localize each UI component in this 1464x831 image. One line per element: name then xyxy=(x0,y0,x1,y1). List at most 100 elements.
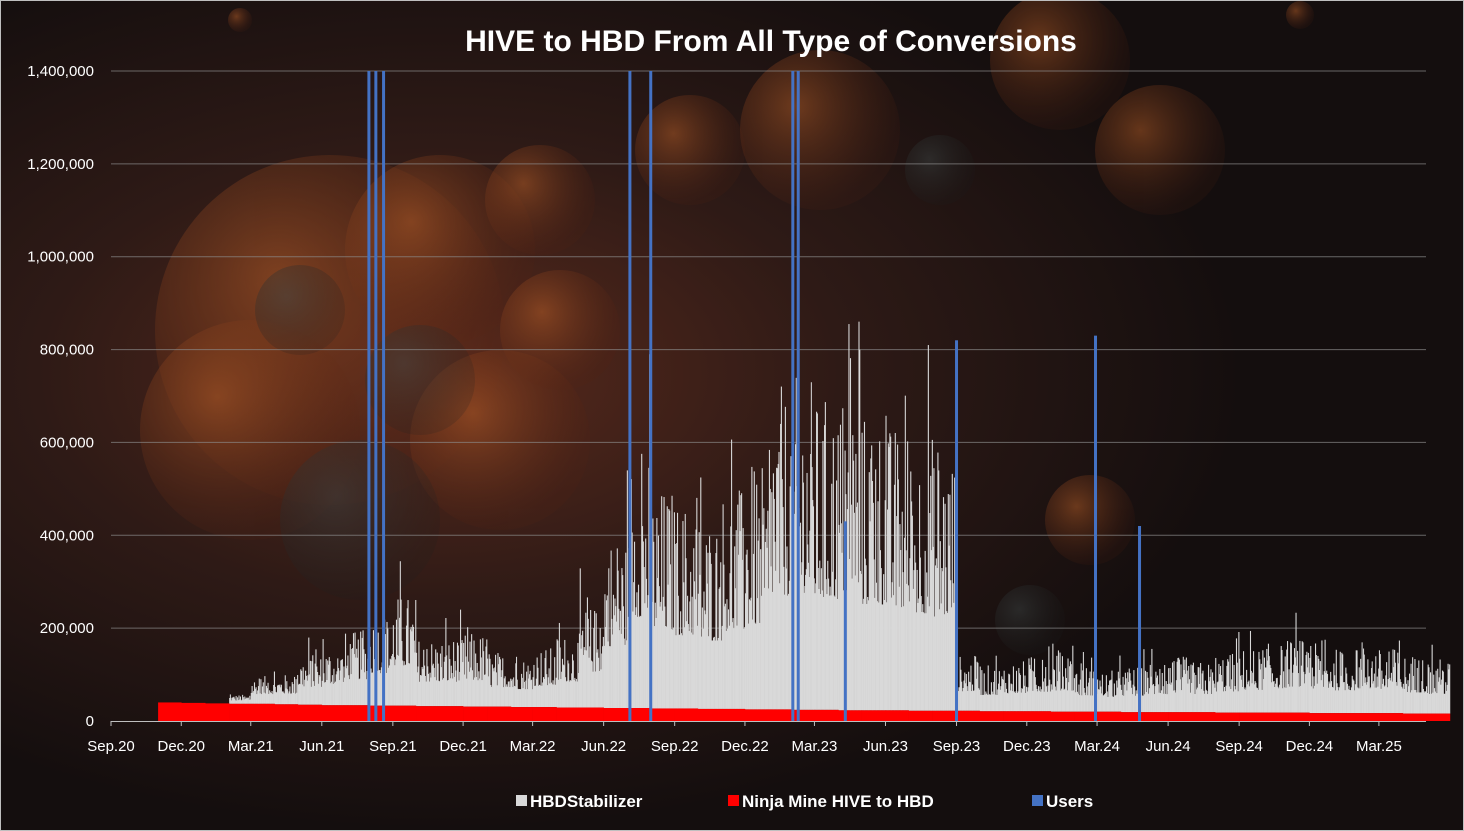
bar-hbdstabilizer xyxy=(623,638,625,708)
bar-hbdstabilizer xyxy=(925,613,927,711)
bar-hbdstabilizer xyxy=(1340,675,1342,714)
bar-hbdstabilizer xyxy=(594,610,596,708)
bar-hbdstabilizer xyxy=(1268,656,1270,713)
bar-hbdstabilizer xyxy=(476,662,478,707)
bar-hbdstabilizer xyxy=(1118,678,1120,712)
bar-hbdstabilizer xyxy=(566,680,568,708)
bar-hbdstabilizer xyxy=(779,583,781,710)
bar-hbdstabilizer xyxy=(765,528,767,710)
bar-hbdstabilizer xyxy=(563,665,565,708)
bar-hbdstabilizer xyxy=(1366,682,1368,714)
bar-hbdstabilizer xyxy=(237,697,239,704)
bar-hbdstabilizer xyxy=(856,502,858,711)
bar-ninja-mine xyxy=(674,708,699,721)
bar-hbdstabilizer xyxy=(826,594,828,710)
bar-hbdstabilizer xyxy=(1432,692,1434,714)
bar-hbdstabilizer xyxy=(772,473,774,710)
bar-hbdstabilizer xyxy=(268,693,270,704)
bar-hbdstabilizer xyxy=(729,573,731,709)
bar-hbdstabilizer xyxy=(911,501,913,711)
bar-hbdstabilizer xyxy=(583,647,585,708)
bar-hbdstabilizer xyxy=(939,541,941,711)
bar-hbdstabilizer xyxy=(294,676,296,705)
bar-hbdstabilizer xyxy=(1427,664,1429,714)
bar-hbdstabilizer xyxy=(528,678,530,708)
bar-hbdstabilizer xyxy=(645,538,647,708)
bar-hbdstabilizer xyxy=(834,596,836,710)
bar-hbdstabilizer xyxy=(1319,661,1321,714)
bar-hbdstabilizer xyxy=(904,537,906,711)
bar-hbdstabilizer xyxy=(946,611,948,711)
bar-hbdstabilizer xyxy=(908,601,910,711)
bar-ninja-mine xyxy=(579,707,604,721)
bar-hbdstabilizer xyxy=(428,681,430,707)
bar-hbdstabilizer xyxy=(1185,657,1187,713)
bar-hbdstabilizer xyxy=(1206,690,1208,713)
bar-hbdstabilizer xyxy=(612,594,614,708)
bar-hbdstabilizer xyxy=(1445,682,1447,714)
bar-hbdstabilizer xyxy=(1053,669,1055,712)
bar-hbdstabilizer xyxy=(366,670,368,706)
bar-hbdstabilizer xyxy=(448,645,450,707)
bar-hbdstabilizer xyxy=(1334,690,1337,714)
bar-hbdstabilizer xyxy=(1061,688,1063,712)
bar-hbdstabilizer xyxy=(505,686,507,707)
bar-hbdstabilizer xyxy=(736,625,738,709)
bar-hbdstabilizer xyxy=(278,685,280,705)
bar-hbdstabilizer xyxy=(1182,677,1184,713)
bar-hbdstabilizer xyxy=(531,689,533,708)
bar-ninja-mine xyxy=(158,702,182,721)
bar-hbdstabilizer xyxy=(1023,685,1025,712)
bar-ninja-mine xyxy=(956,710,980,721)
bar-hbdstabilizer xyxy=(1181,690,1183,713)
bar-hbdstabilizer xyxy=(910,471,912,711)
bar-hbdstabilizer xyxy=(1403,688,1405,714)
bar-hbdstabilizer xyxy=(257,690,259,704)
bar-hbdstabilizer xyxy=(1243,651,1245,713)
bar-hbdstabilizer xyxy=(697,593,699,709)
bar-hbdstabilizer xyxy=(417,666,419,707)
bar-hbdstabilizer xyxy=(1304,683,1306,713)
bar-hbdstabilizer xyxy=(323,673,325,706)
bar-hbdstabilizer xyxy=(1040,691,1042,712)
bar-hbdstabilizer xyxy=(1097,679,1099,712)
bar-hbdstabilizer xyxy=(1333,663,1335,714)
y-tick-label: 1,400,000 xyxy=(27,63,94,80)
bar-hbdstabilizer xyxy=(1002,678,1004,712)
bar-hbdstabilizer xyxy=(291,682,293,705)
bar-hbdstabilizer xyxy=(1233,664,1235,713)
bar-hbdstabilizer xyxy=(770,566,772,710)
bar-hbdstabilizer xyxy=(959,656,961,711)
bar-hbdstabilizer xyxy=(786,546,788,710)
bar-hbdstabilizer xyxy=(717,637,719,709)
bar-hbdstabilizer xyxy=(555,677,557,708)
bar-hbdstabilizer xyxy=(506,686,509,707)
bar-hbdstabilizer xyxy=(1033,658,1036,712)
bar-hbdstabilizer xyxy=(1360,669,1362,714)
bar-hbdstabilizer xyxy=(437,663,439,707)
bar-hbdstabilizer xyxy=(677,595,679,709)
bar-hbdstabilizer xyxy=(1084,692,1086,712)
bar-hbdstabilizer xyxy=(490,685,492,707)
bar-hbdstabilizer xyxy=(1338,690,1340,714)
bar-hbdstabilizer xyxy=(1009,674,1011,712)
bar-hbdstabilizer xyxy=(1018,667,1020,712)
bar-hbdstabilizer xyxy=(1085,668,1087,712)
bar-hbdstabilizer xyxy=(726,599,728,709)
bar-hbdstabilizer xyxy=(263,692,265,704)
bar-hbdstabilizer xyxy=(1013,692,1015,712)
bar-ninja-mine xyxy=(1144,712,1169,721)
bar-hbdstabilizer xyxy=(236,700,238,704)
bar-hbdstabilizer xyxy=(1314,643,1317,714)
bar-hbdstabilizer xyxy=(1082,670,1084,712)
bar-hbdstabilizer xyxy=(299,684,301,705)
bar-hbdstabilizer xyxy=(883,600,885,711)
bar-hbdstabilizer xyxy=(1193,672,1195,713)
bar-hbdstabilizer xyxy=(452,678,454,707)
bar-ninja-mine xyxy=(463,706,488,721)
bar-hbdstabilizer xyxy=(1076,673,1078,712)
bar-hbdstabilizer xyxy=(863,598,865,711)
bar-hbdstabilizer xyxy=(1290,643,1292,713)
bar-hbdstabilizer xyxy=(1049,679,1051,712)
bar-hbdstabilizer xyxy=(1106,691,1108,712)
